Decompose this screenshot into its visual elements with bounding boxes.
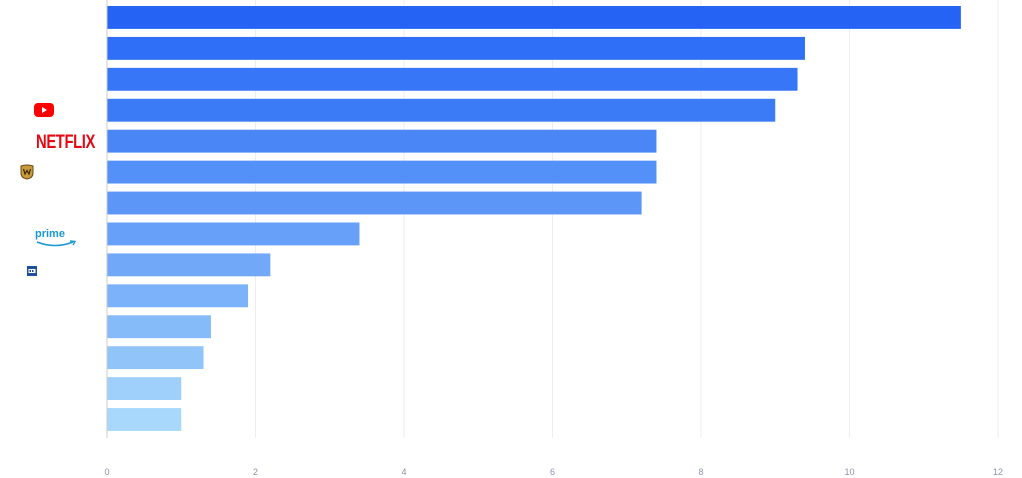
bar [107,315,211,339]
bar [107,222,360,246]
studio-logo [27,263,37,281]
bar [107,253,271,277]
bar [107,98,776,122]
bar [107,160,657,184]
bar [107,408,182,431]
x-tick-label: 12 [993,467,1003,477]
x-tick-labels: 0 2 4 6 8 10 12 [104,467,1003,477]
youtube-icon [34,103,54,117]
warner-bros-logo [19,164,35,185]
bar [107,6,961,29]
warner-bros-icon [20,164,34,180]
bar [107,346,204,370]
youtube-logo [34,103,54,122]
x-tick-label: 8 [698,467,703,477]
x-tick-label: 2 [253,467,258,477]
bar [107,377,182,401]
x-tick-label: 6 [550,467,555,477]
bar [107,36,805,60]
prime-smile-icon [36,240,77,247]
prime-video-logo: prime [35,229,79,248]
studio-icon [27,266,37,276]
x-tick-label: 0 [104,467,109,477]
bar [107,67,798,91]
grid-lines [255,0,999,438]
bar [107,284,249,308]
netflix-logo: NETFLIX [36,132,96,153]
bar [107,129,657,153]
x-tick-label: 4 [401,467,406,477]
bars [107,6,961,431]
x-tick-label: 10 [844,467,854,477]
prime-wordmark: prime [35,228,65,240]
bar [107,191,642,215]
